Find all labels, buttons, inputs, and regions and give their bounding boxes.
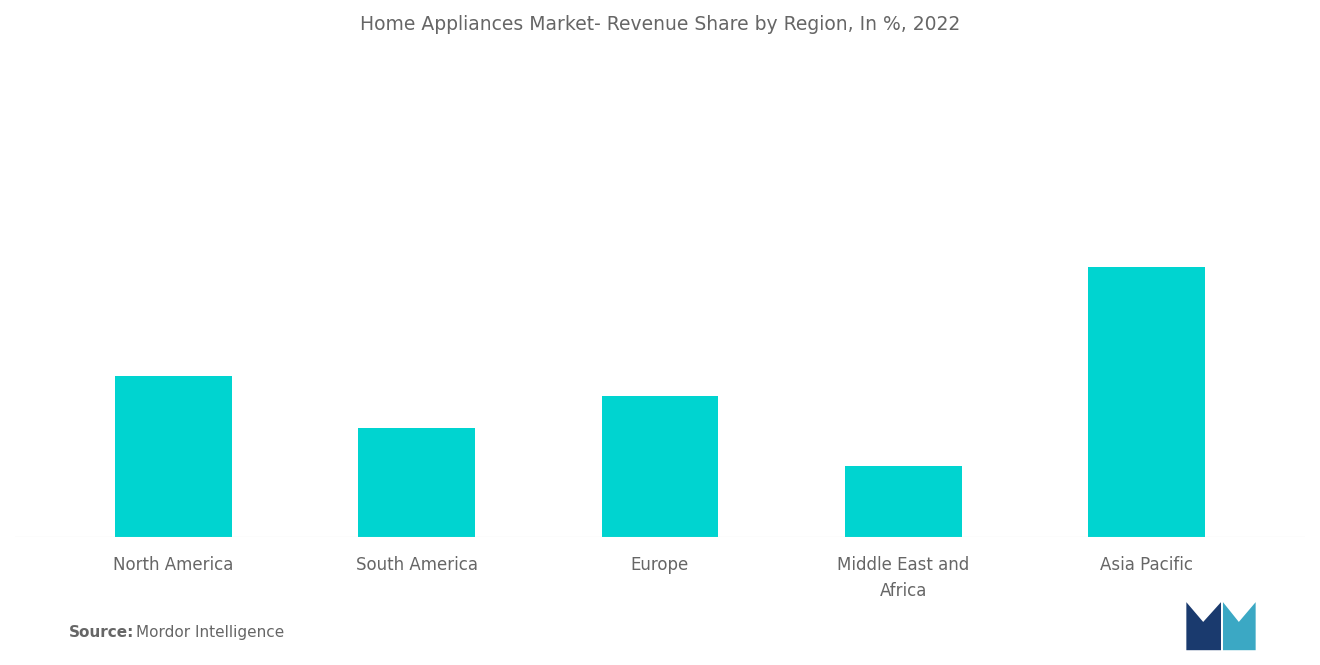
Bar — [845, 466, 962, 537]
Polygon shape — [1222, 602, 1255, 650]
Text: Mordor Intelligence: Mordor Intelligence — [136, 624, 284, 640]
Bar — [602, 396, 718, 537]
Text: Source:: Source: — [69, 624, 135, 640]
Polygon shape — [1187, 602, 1221, 650]
Bar — [115, 376, 231, 537]
Bar — [358, 428, 475, 537]
Title: Home Appliances Market- Revenue Share by Region, In %, 2022: Home Appliances Market- Revenue Share by… — [360, 15, 960, 34]
Bar — [1089, 267, 1205, 537]
